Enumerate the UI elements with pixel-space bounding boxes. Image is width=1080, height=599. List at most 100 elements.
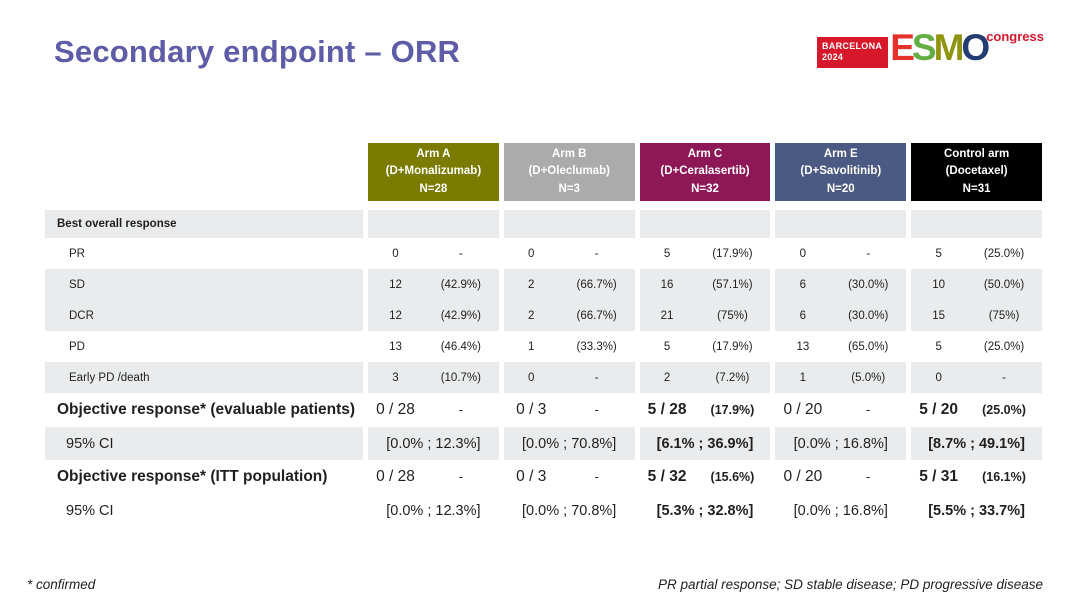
count-value: 5	[935, 247, 942, 260]
count-value: 0 / 3	[516, 401, 547, 418]
table-row-1: PR 0-0-5 (17.9%) 0-5 (25.0%)	[45, 238, 1042, 269]
cell-arm-4: 1 (5.0%)	[775, 362, 907, 393]
cell-arm-4: 0 / 20 -	[775, 460, 907, 494]
table-row-7: 95% CI [0.0% ; 12.3%] [0.0% ; 70.8%] [6.1% …	[45, 427, 1042, 460]
cell-arm-5: 5 / 31 (16.1%)	[911, 460, 1042, 494]
percent-value: (10.7%)	[440, 371, 481, 384]
row-label: Objective response* (evaluable patients)	[45, 393, 363, 427]
count-value: 2	[528, 278, 535, 291]
table-body: Best overall response PR 0-0-5 (17.9%) 0-5 (2…	[45, 210, 1042, 527]
count-value: 21	[660, 309, 674, 322]
table-header-row: Arm A (D+Monalizumab) N=28 Arm B (D+Olecluma…	[45, 143, 1042, 201]
table-row-4: PD 13 (46.4%) 1 (33.3%) 5 (17.9%) 13 (65.0%) 5 (25…	[45, 331, 1042, 362]
count-value: 16	[660, 278, 674, 291]
cell-arm-1: 3 (10.7%)	[368, 362, 499, 393]
percent-value: (16.1%)	[982, 470, 1026, 484]
cell-arm-2: 0-	[503, 362, 635, 393]
row-label: Early PD /death	[45, 362, 363, 393]
percent-value: (25.0%)	[983, 247, 1025, 260]
arm-n: N=32	[691, 182, 719, 195]
count-value: 0 / 20	[783, 401, 823, 418]
percent-value: (30.0%)	[848, 309, 889, 322]
percent-value: (42.9%)	[440, 309, 481, 322]
percent-value: (25.0%)	[982, 403, 1026, 417]
cell-arm-3	[639, 210, 771, 238]
ci-value: [0.0% ; 16.8%]	[793, 502, 888, 519]
table-row-9: 95% CI [0.0% ; 12.3%] [0.0% ; 70.8%] [5.3% …	[45, 494, 1042, 527]
cell-arm-1: [0.0% ; 12.3%]	[368, 494, 499, 527]
percent-value: (75%)	[717, 309, 748, 322]
cell-arm-1	[368, 210, 499, 238]
percent-value: -	[594, 403, 599, 417]
cell-arm-1: 0 / 28 -	[368, 393, 499, 427]
count-value: 5 / 28	[647, 401, 687, 418]
row-label: Best overall response	[45, 210, 363, 238]
esmo-wordmark: ESMO	[890, 29, 990, 66]
count-value: 13	[389, 340, 402, 353]
cell-arm-2: 1 (33.3%)	[503, 331, 635, 362]
ci-value: [0.0% ; 12.3%]	[386, 502, 481, 519]
cell-arm-2: 0 / 3 -	[503, 393, 635, 427]
count-value: 5 / 20	[919, 401, 959, 418]
count-value: 0	[799, 247, 807, 260]
count-value: 0 / 3	[516, 468, 547, 485]
cell-arm-3: 16 (57.1%)	[639, 269, 771, 300]
count-value: 0	[528, 247, 535, 260]
arm-drug: (D+Ceralasertib)	[660, 165, 750, 178]
arm-header-4: Arm E (D+Savolitinib) N=20	[775, 143, 907, 201]
row-label: SD	[45, 269, 363, 300]
ci-value: [8.7% ; 49.1%]	[928, 435, 1025, 452]
percent-value: (17.9%)	[712, 247, 753, 260]
arm-n: N=31	[962, 182, 991, 195]
count-value: 3	[392, 371, 399, 384]
cell-arm-1: 0 / 28 -	[368, 460, 499, 494]
orr-results-table: Arm A (D+Monalizumab) N=28 Arm B (D+Olecluma…	[45, 143, 1042, 527]
arm-header-1: Arm A (D+Monalizumab) N=28	[368, 143, 499, 201]
table-row-8: Objective response* (ITT population) 0 / …	[45, 460, 1042, 494]
arm-name: Arm B	[551, 148, 587, 161]
percent-value: (7.2%)	[715, 371, 750, 384]
count-value: 12	[389, 278, 402, 291]
cell-arm-3: [5.3% ; 32.8%]	[639, 494, 771, 527]
cell-arm-4: 0-	[775, 238, 907, 269]
count-value: 0	[528, 371, 535, 384]
percent-value: (66.7%)	[576, 278, 617, 291]
count-value: 5	[663, 247, 671, 260]
logo-year: 2024	[822, 52, 844, 63]
ci-value: [0.0% ; 12.3%]	[386, 435, 481, 452]
cell-arm-5: 5 (25.0%)	[911, 238, 1042, 269]
count-value: 15	[932, 309, 946, 322]
count-value: 0	[392, 247, 399, 260]
row-label: DCR	[45, 300, 363, 331]
arm-header-2: Arm B (D+Oleclumab) N=3	[503, 143, 635, 201]
ci-value: [5.5% ; 33.7%]	[928, 502, 1025, 519]
cell-arm-4	[775, 210, 907, 238]
cell-arm-5: 15 (75%)	[911, 300, 1042, 331]
count-value: 0 / 28	[376, 468, 415, 485]
cell-arm-1: [0.0% ; 12.3%]	[368, 427, 499, 460]
count-value: 12	[389, 309, 402, 322]
arm-drug: (D+Monalizumab)	[385, 165, 482, 178]
cell-arm-2: 0-	[503, 238, 635, 269]
percent-value: (75%)	[988, 309, 1020, 322]
arm-header-3: Arm C (D+Ceralasertib) N=32	[639, 143, 771, 201]
percent-value: (46.4%)	[440, 340, 481, 353]
percent-value: -	[866, 403, 871, 417]
percent-value: -	[458, 247, 463, 260]
cell-arm-1: 12 (42.9%)	[368, 269, 499, 300]
row-label: 95% CI	[45, 427, 363, 460]
count-value: 0 / 28	[376, 401, 415, 418]
cell-arm-5: [5.5% ; 33.7%]	[911, 494, 1042, 527]
percent-value: (65.0%)	[848, 340, 889, 353]
arm-drug: (Docetaxel)	[945, 165, 1008, 178]
header-spacer	[45, 143, 363, 201]
percent-value: -	[458, 403, 463, 417]
arm-n: N=3	[558, 182, 580, 195]
ci-value: [0.0% ; 16.8%]	[793, 435, 888, 452]
cell-arm-1: 13 (46.4%)	[368, 331, 499, 362]
percent-value: (66.7%)	[576, 309, 617, 322]
count-value: 6	[799, 309, 807, 322]
percent-value: -	[594, 470, 599, 484]
arm-drug: (D+Oleclumab)	[528, 165, 610, 178]
